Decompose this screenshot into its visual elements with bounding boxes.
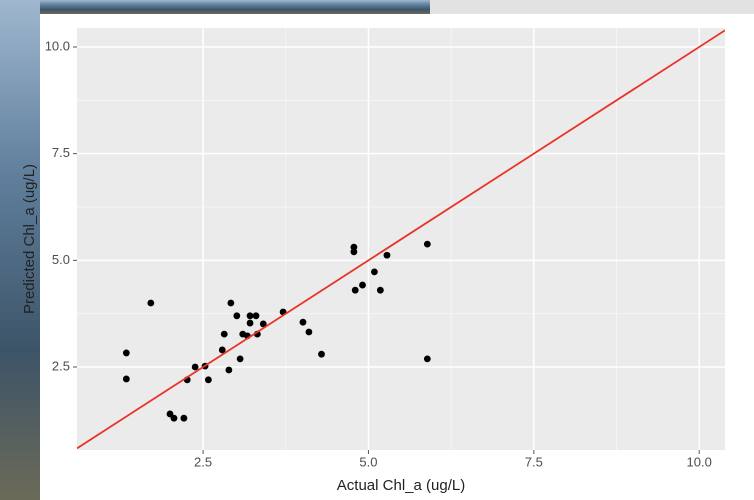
- x-tick-label: 10.0: [687, 454, 712, 469]
- x-tick-label: 2.5: [194, 454, 212, 469]
- point: [166, 410, 174, 418]
- point: [259, 320, 267, 328]
- point: [423, 355, 431, 363]
- labels: 2.5 5.0 7.5 10.0 2.5 5.0 7.5 10.0: [45, 38, 712, 469]
- y-tick-label: 7.5: [52, 145, 70, 160]
- point: [170, 414, 178, 422]
- point: [252, 312, 260, 320]
- point: [233, 312, 241, 320]
- x-axis-title: Actual Chl_a (ug/L): [337, 477, 465, 494]
- y-tick-label: 5.0: [52, 252, 70, 267]
- point: [299, 318, 307, 326]
- point: [351, 286, 359, 294]
- point: [376, 286, 384, 294]
- point: [227, 299, 235, 307]
- reference-line: [77, 29, 725, 450]
- point: [180, 414, 188, 422]
- point: [246, 312, 254, 320]
- photo-strip: [0, 0, 430, 14]
- point: [318, 350, 325, 358]
- y-tick-label: 2.5: [52, 358, 70, 373]
- point: [191, 363, 199, 371]
- point: [122, 349, 130, 357]
- point: [220, 330, 228, 338]
- point: [236, 355, 244, 363]
- point: [218, 346, 226, 354]
- point: [423, 240, 431, 248]
- point: [371, 268, 378, 276]
- point: [225, 366, 233, 374]
- y-axis-title: Predicted Chl_a (ug/L): [21, 164, 38, 314]
- point: [350, 248, 358, 256]
- x-tick-label: 5.0: [359, 454, 377, 469]
- point: [350, 243, 358, 251]
- x-tick-label: 7.5: [525, 454, 543, 469]
- photo-strip: [0, 0, 40, 500]
- point: [383, 251, 391, 259]
- top-band: [430, 0, 754, 14]
- point: [204, 376, 212, 384]
- point: [305, 328, 313, 336]
- marks: [77, 29, 725, 450]
- point: [359, 281, 366, 289]
- point: [147, 299, 155, 307]
- y-tick-label: 10.0: [45, 38, 70, 53]
- point: [246, 319, 254, 327]
- point: [122, 375, 130, 383]
